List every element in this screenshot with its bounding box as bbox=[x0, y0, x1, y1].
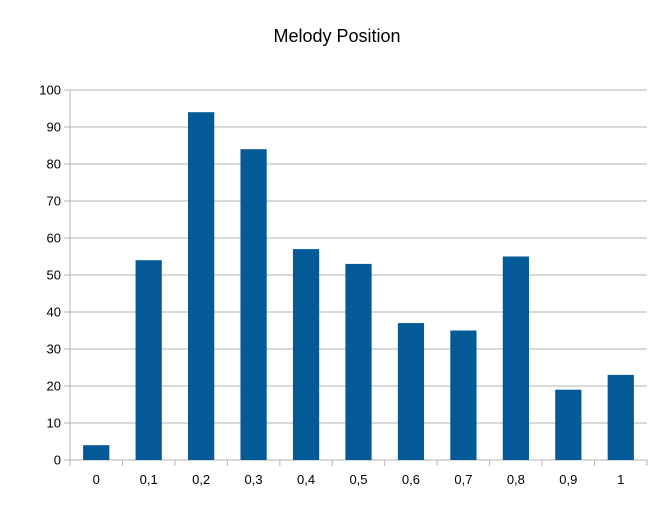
y-tick-label: 0 bbox=[54, 453, 61, 468]
x-tick-label: 0,7 bbox=[454, 472, 472, 487]
x-tick-label: 0,5 bbox=[349, 472, 367, 487]
y-tick-label: 10 bbox=[47, 416, 61, 431]
x-tick-label: 0,1 bbox=[140, 472, 158, 487]
y-tick-label: 70 bbox=[47, 194, 61, 209]
bar-0,1 bbox=[135, 260, 162, 460]
bar-1 bbox=[607, 374, 634, 460]
bar-0,4 bbox=[292, 249, 320, 460]
bar-0 bbox=[83, 445, 110, 460]
y-axis-ticks: 0 10 20 30 40 50 60 70 80 90 100 bbox=[39, 83, 71, 468]
bars bbox=[83, 112, 634, 460]
x-tick-label: 0,6 bbox=[402, 472, 420, 487]
bar-0,7 bbox=[450, 330, 477, 460]
y-tick-label: 100 bbox=[39, 83, 61, 98]
y-tick-label: 50 bbox=[47, 268, 61, 283]
bar-0,9 bbox=[555, 389, 582, 460]
x-tick-label: 0,4 bbox=[297, 472, 315, 487]
x-tick-label: 1 bbox=[617, 472, 624, 487]
x-tick-label: 0,3 bbox=[245, 472, 263, 487]
chart-title: Melody Position bbox=[273, 26, 400, 46]
bar-0,2 bbox=[188, 112, 215, 460]
x-axis-ticks: 0 0,1 0,2 0,3 0,4 0,5 0,6 0,7 0,8 0,9 1 bbox=[69, 460, 648, 487]
x-tick-label: 0,2 bbox=[192, 472, 210, 487]
y-tick-label: 20 bbox=[47, 379, 61, 394]
bar-0,8 bbox=[502, 256, 529, 460]
y-tick-label: 30 bbox=[47, 342, 61, 357]
y-tick-label: 80 bbox=[47, 157, 61, 172]
x-tick-label: 0 bbox=[93, 472, 100, 487]
x-tick-label: 0,9 bbox=[559, 472, 577, 487]
y-tick-label: 90 bbox=[47, 120, 61, 135]
y-tick-label: 60 bbox=[47, 231, 61, 246]
bar-0,3 bbox=[240, 149, 267, 460]
x-tick-label: 0,8 bbox=[507, 472, 525, 487]
bar-0,5 bbox=[345, 263, 372, 460]
bar-0,6 bbox=[397, 323, 425, 460]
y-tick-label: 40 bbox=[47, 305, 61, 320]
